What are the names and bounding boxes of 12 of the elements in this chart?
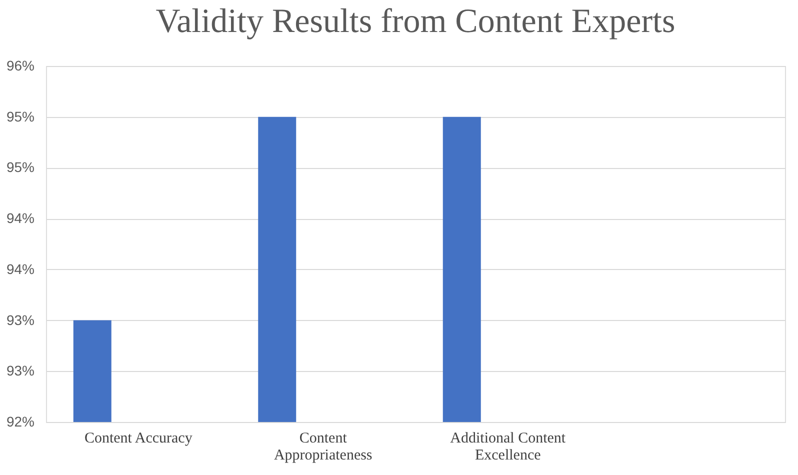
x-tick-label: Content Appropriateness — [274, 430, 372, 464]
x-tick-label: Additional Content Excellence — [450, 430, 566, 464]
chart-title: Validity Results from Content Experts — [156, 3, 676, 40]
y-tick-label: 96% — [6, 58, 34, 74]
y-tick-label: 94% — [6, 260, 34, 277]
y-tick-label: 95% — [6, 159, 34, 176]
y-tick-label: 93% — [6, 362, 34, 379]
y-tick-label: 92% — [6, 414, 34, 430]
y-tick-label: 95% — [6, 108, 34, 124]
x-tick-label: Content Accuracy — [84, 430, 193, 446]
y-tick-label: 93% — [6, 312, 34, 328]
y-tick-label: 94% — [6, 210, 34, 226]
